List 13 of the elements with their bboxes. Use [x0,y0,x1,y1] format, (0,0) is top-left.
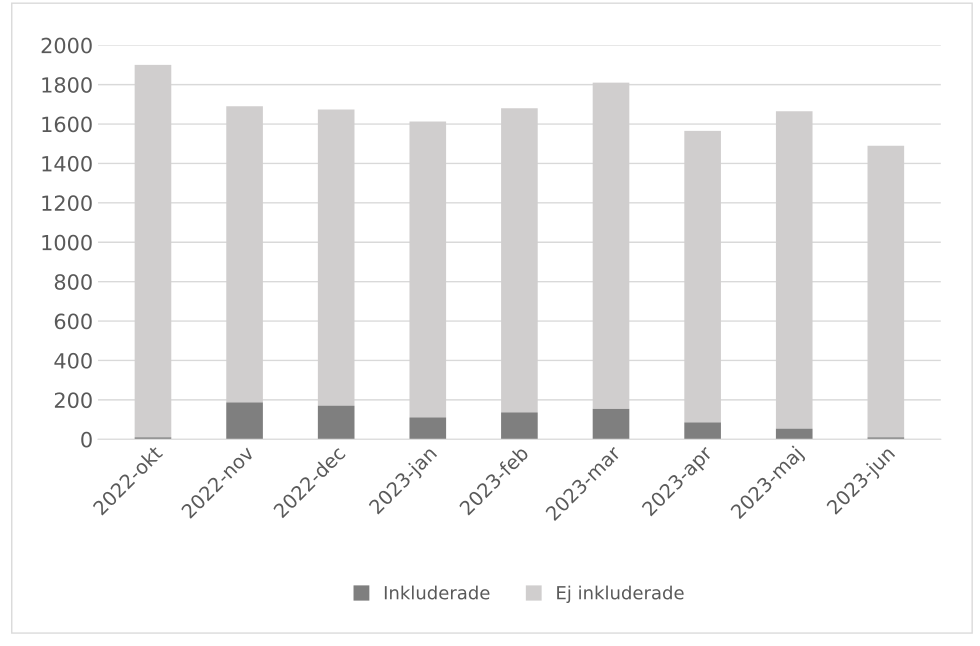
y-tick-label: 800 [54,274,92,290]
y-tick-label: 0 [81,432,92,448]
y-tick-label: 2000 [42,38,92,54]
legend-label: Ej inkluderade [557,586,684,604]
y-tick-label: 1400 [42,156,92,172]
y-tick-label: 1200 [42,195,92,212]
y-tick-label: 600 [54,314,92,330]
y-tick-label: 1600 [42,116,92,132]
y-tick-label: 400 [54,352,92,369]
legend-label: Inkluderade [384,586,490,600]
y-tick-label: 1000 [42,234,92,250]
y-tick-label: 200 [54,392,92,408]
y-tick-label: 1800 [42,77,92,93]
